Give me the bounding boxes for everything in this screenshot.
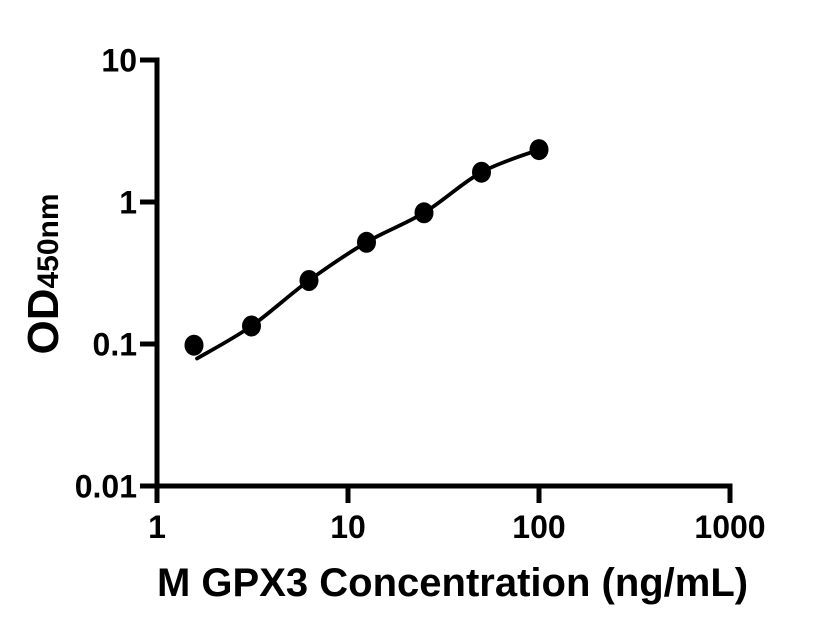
- data-point: [184, 334, 204, 356]
- y-axis-title-subscript: 450nm: [32, 193, 65, 289]
- data-point: [242, 315, 261, 337]
- y-tick-label: 1: [119, 185, 137, 221]
- data-point: [357, 231, 376, 253]
- y-axis-title-main: OD: [19, 288, 68, 355]
- x-axis-title-text: M GPX3 Concentration (ng/mL): [157, 561, 749, 605]
- y-tick-label: 0.1: [93, 327, 137, 363]
- data-point: [414, 202, 434, 224]
- data-point: [472, 161, 491, 183]
- y-tick-label: 0.01: [75, 469, 137, 505]
- x-axis-title: M GPX3 Concentration (ng/mL): [157, 559, 748, 607]
- y-tick-label: 10: [101, 43, 137, 79]
- x-tick-label: 1: [148, 509, 166, 545]
- data-point: [529, 139, 549, 161]
- y-axis-title: OD450nm: [18, 124, 70, 424]
- x-tick-label: 100: [512, 509, 565, 545]
- x-tick-label: 10: [330, 509, 366, 545]
- x-tick-label: 1000: [694, 509, 765, 545]
- data-point: [299, 270, 319, 291]
